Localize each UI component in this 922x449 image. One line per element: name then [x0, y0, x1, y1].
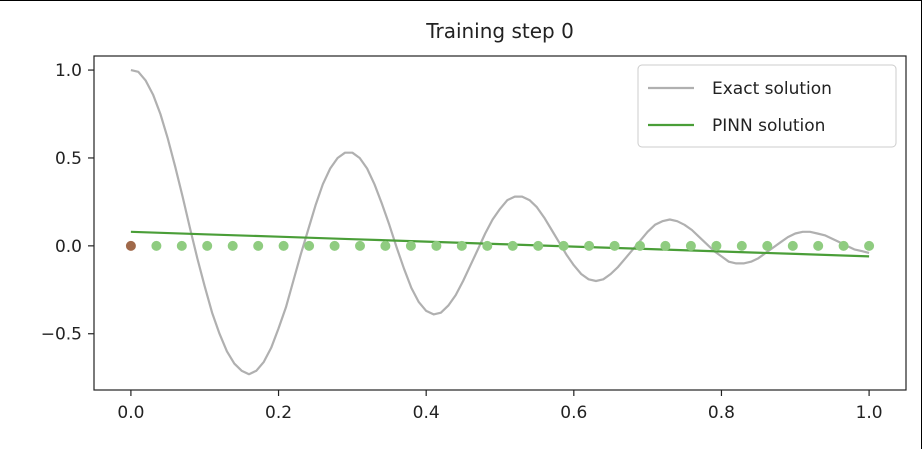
- scatter-point-2-18: [609, 240, 620, 251]
- scatter-point-2-27: [838, 240, 849, 251]
- y-axis: 1.0 0.5 0.0 −0.5: [41, 61, 94, 345]
- x-tick-label: 0.8: [708, 403, 735, 423]
- x-tick-label: 1.0: [856, 403, 883, 423]
- y-tick-label: −0.5: [41, 325, 82, 345]
- y-tick-label: 1.0: [55, 61, 82, 81]
- scatter-point-2-13: [482, 240, 493, 251]
- legend-label-exact: Exact solution: [712, 79, 832, 99]
- x-axis: 0.0 0.2 0.4 0.6 0.8 1.0: [117, 390, 883, 423]
- scatter-point-2-19: [635, 240, 645, 251]
- scatter-point-2-22: [711, 240, 722, 251]
- series-line-pinn-solution: [130, 230, 870, 258]
- scatter-point-2-21: [685, 240, 696, 251]
- scatter-point-2-16: [558, 240, 569, 251]
- scatter-point-2-17: [584, 240, 595, 251]
- scatter-point-2-9: [380, 240, 391, 251]
- scatter-point-2-3: [227, 240, 238, 251]
- scatter-point-2-4: [253, 240, 264, 251]
- chart-title: Training step 0: [425, 19, 574, 43]
- scatter-point-2-23: [736, 240, 747, 251]
- scatter-point-2-8: [355, 240, 365, 251]
- scatter-point-2-6: [304, 240, 315, 251]
- x-tick-label: 0.4: [413, 403, 440, 423]
- legend-box: [637, 64, 897, 148]
- scatter-point-2-2: [202, 240, 213, 251]
- scatter-point-2-20: [660, 240, 671, 251]
- top-border: [0, 0, 922, 1]
- scatter-point-2-14: [507, 240, 518, 251]
- legend-label-pinn: PINN solution: [712, 116, 825, 136]
- scatter-point-2-10: [405, 240, 416, 251]
- scatter-point-2-28: [864, 240, 875, 251]
- scatter-point-2-25: [787, 240, 798, 251]
- scatter-point-2-7: [329, 240, 340, 251]
- x-tick-label: 0.2: [265, 403, 292, 423]
- y-tick-label: 0.0: [55, 237, 82, 257]
- scatter-point-3-0: [125, 240, 136, 251]
- scatter-point-2-15: [533, 240, 544, 251]
- plot-area: [125, 69, 875, 376]
- scatter-point-2-12: [456, 240, 467, 251]
- x-tick-label: 0.0: [117, 403, 144, 423]
- x-tick-label: 0.6: [560, 403, 587, 423]
- scatter-point-2-26: [813, 240, 824, 251]
- scatter-point-2-24: [762, 240, 773, 251]
- scatter-point-2-1: [176, 240, 187, 251]
- scatter-point-2-0: [151, 240, 162, 251]
- axes-frame: [93, 55, 907, 391]
- scatter-point-2-11: [431, 240, 442, 251]
- y-tick-label: 0.5: [55, 149, 82, 169]
- legend: Exact solution PINN solution: [637, 64, 897, 148]
- series-line-exact-solution: [130, 69, 870, 376]
- scatter-point-2-5: [278, 240, 289, 251]
